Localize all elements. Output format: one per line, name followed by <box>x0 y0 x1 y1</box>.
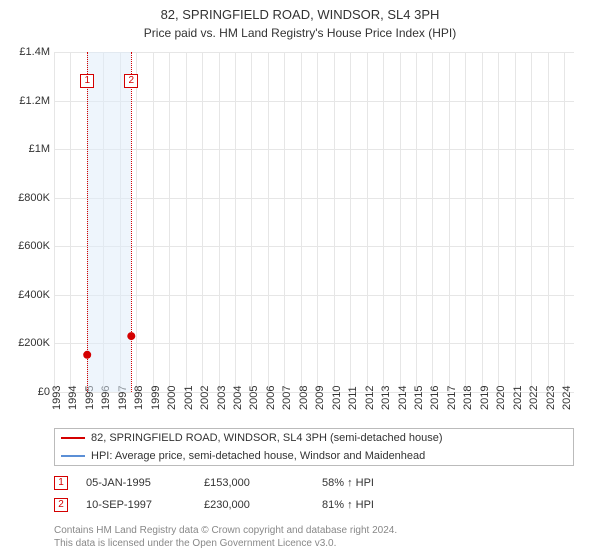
trade-marker: 1 <box>54 476 68 490</box>
legend-swatch <box>61 437 85 439</box>
trade-date: 10-SEP-1997 <box>86 499 186 511</box>
legend-text: HPI: Average price, semi-detached house,… <box>91 450 425 462</box>
trade-price: £153,000 <box>204 477 304 489</box>
y-axis-label: £800K <box>18 192 50 204</box>
trade-price: £230,000 <box>204 499 304 511</box>
trade-delta: 81% ↑ HPI <box>322 499 422 511</box>
trade-row: 1 05-JAN-1995 £153,000 58% ↑ HPI <box>54 472 574 494</box>
footer-line: Contains HM Land Registry data © Crown c… <box>54 524 574 537</box>
y-axis-label: £1.2M <box>19 95 50 107</box>
legend-swatch <box>61 455 85 457</box>
chart-subtitle: Price paid vs. HM Land Registry's House … <box>0 24 600 40</box>
y-axis-label: £1M <box>29 143 50 155</box>
legend-row: 82, SPRINGFIELD ROAD, WINDSOR, SL4 3PH (… <box>55 429 573 447</box>
y-axis-label: £1.4M <box>19 46 50 58</box>
y-axis-label: £600K <box>18 240 50 252</box>
trade-row: 2 10-SEP-1997 £230,000 81% ↑ HPI <box>54 494 574 516</box>
chart-title: 82, SPRINGFIELD ROAD, WINDSOR, SL4 3PH <box>0 0 600 24</box>
y-axis-label: £0 <box>38 386 50 398</box>
chart-svg <box>54 52 574 392</box>
legend: 82, SPRINGFIELD ROAD, WINDSOR, SL4 3PH (… <box>54 428 574 466</box>
footer-line: This data is licensed under the Open Gov… <box>54 537 574 550</box>
data-point <box>83 351 91 359</box>
footer: Contains HM Land Registry data © Crown c… <box>54 524 574 550</box>
legend-text: 82, SPRINGFIELD ROAD, WINDSOR, SL4 3PH (… <box>91 432 443 444</box>
legend-row: HPI: Average price, semi-detached house,… <box>55 447 573 465</box>
trade-date: 05-JAN-1995 <box>86 477 186 489</box>
data-point <box>127 332 135 340</box>
y-axis-label: £200K <box>18 337 50 349</box>
chart-plot-area: £0£200K£400K£600K£800K£1M£1.2M£1.4M19931… <box>54 52 574 392</box>
trade-marker: 2 <box>54 498 68 512</box>
trade-table: 1 05-JAN-1995 £153,000 58% ↑ HPI 2 10-SE… <box>54 472 574 516</box>
trade-delta: 58% ↑ HPI <box>322 477 422 489</box>
y-axis-label: £400K <box>18 289 50 301</box>
